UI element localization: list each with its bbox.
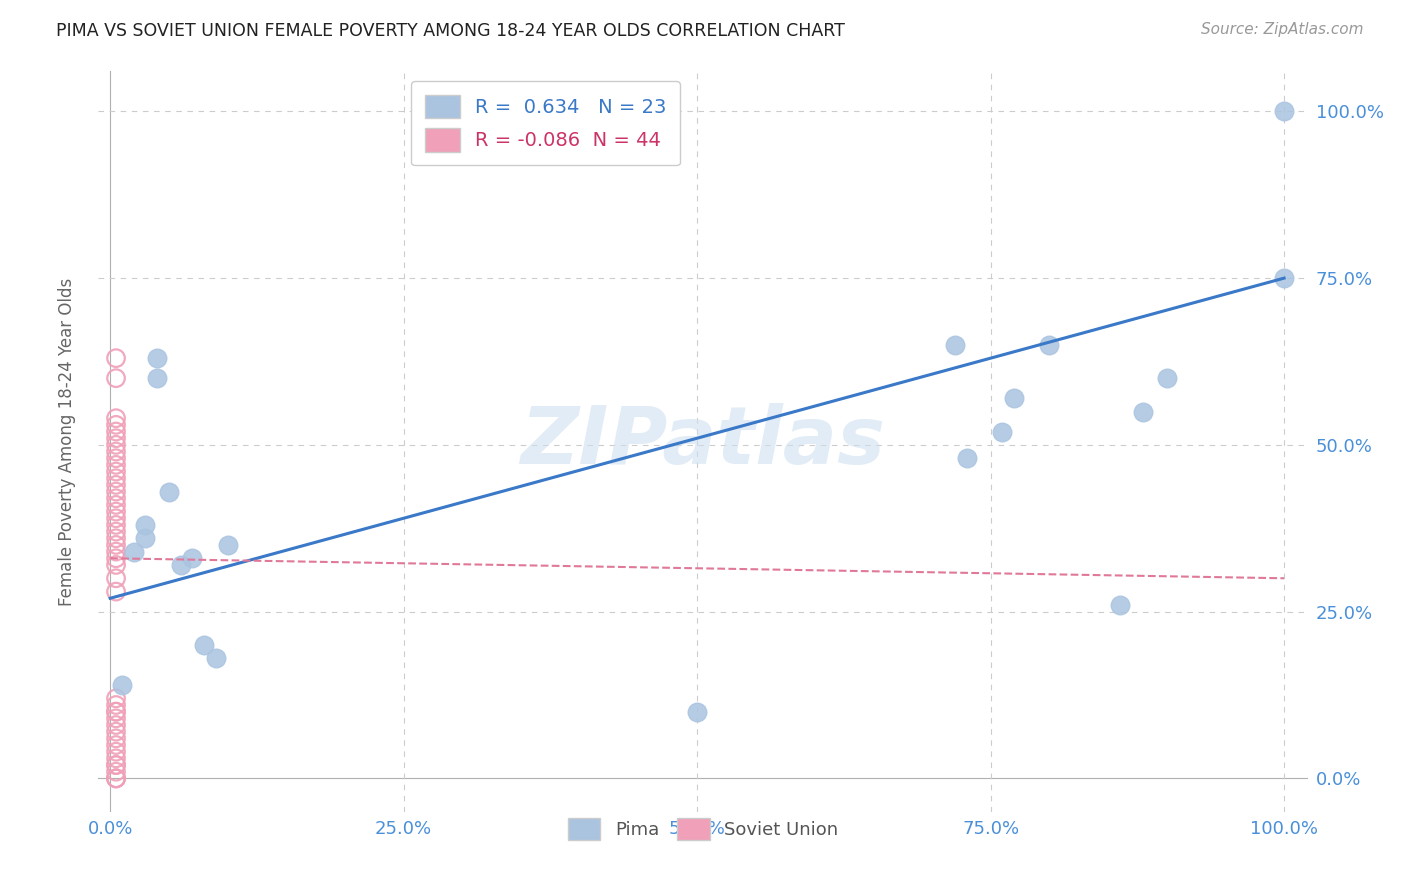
Point [122,544,145,558]
Point [105,484,128,499]
Point [105,517,128,532]
Point [105,745,128,759]
Legend: Pima, Soviet Union: Pima, Soviet Union [557,807,849,851]
Point [105,351,128,366]
Point [1038,338,1060,352]
Point [105,451,128,466]
Text: PIMA VS SOVIET UNION FEMALE POVERTY AMONG 18-24 YEAR OLDS CORRELATION CHART: PIMA VS SOVIET UNION FEMALE POVERTY AMON… [56,22,845,40]
Point [105,718,128,732]
Text: ZIPatlas: ZIPatlas [520,402,886,481]
Point [105,558,128,572]
Point [169,558,191,572]
Point [193,638,215,652]
Point [1002,391,1025,405]
Point [105,698,128,712]
Point [105,705,128,719]
Point [181,551,204,566]
Point [105,691,128,706]
Point [105,571,128,585]
Point [945,338,967,352]
Point [105,764,128,779]
Point [134,517,156,532]
Point [111,678,134,692]
Point [105,758,128,772]
Point [105,772,128,786]
Point [105,772,128,786]
Point [105,417,128,432]
Point [1132,404,1154,418]
Point [105,458,128,472]
Point [105,751,128,765]
Point [105,524,128,539]
Point [217,538,239,552]
Point [105,371,128,385]
Point [105,478,128,492]
Point [105,425,128,439]
Point [105,431,128,445]
Text: Source: ZipAtlas.com: Source: ZipAtlas.com [1201,22,1364,37]
Point [105,538,128,552]
Point [105,551,128,566]
Point [146,371,169,385]
Point [105,758,128,772]
Y-axis label: Female Poverty Among 18-24 Year Olds: Female Poverty Among 18-24 Year Olds [58,277,76,606]
Point [991,425,1014,439]
Point [134,531,156,545]
Point [105,738,128,752]
Point [105,471,128,485]
Point [105,444,128,458]
Point [105,711,128,725]
Point [105,465,128,479]
Point [1108,598,1130,612]
Point [105,584,128,599]
Point [956,451,979,466]
Point [105,491,128,506]
Point [105,731,128,746]
Point [105,705,128,719]
Point [105,438,128,452]
Point [105,511,128,525]
Point [146,351,169,366]
Point [105,498,128,512]
Point [204,651,226,665]
Point [1272,104,1295,119]
Point [105,531,128,545]
Point [105,544,128,558]
Point [105,724,128,739]
Point [686,705,709,719]
Point [1156,371,1178,385]
Point [157,484,180,499]
Point [105,772,128,786]
Point [1272,271,1295,285]
Point [105,505,128,519]
Point [105,411,128,425]
